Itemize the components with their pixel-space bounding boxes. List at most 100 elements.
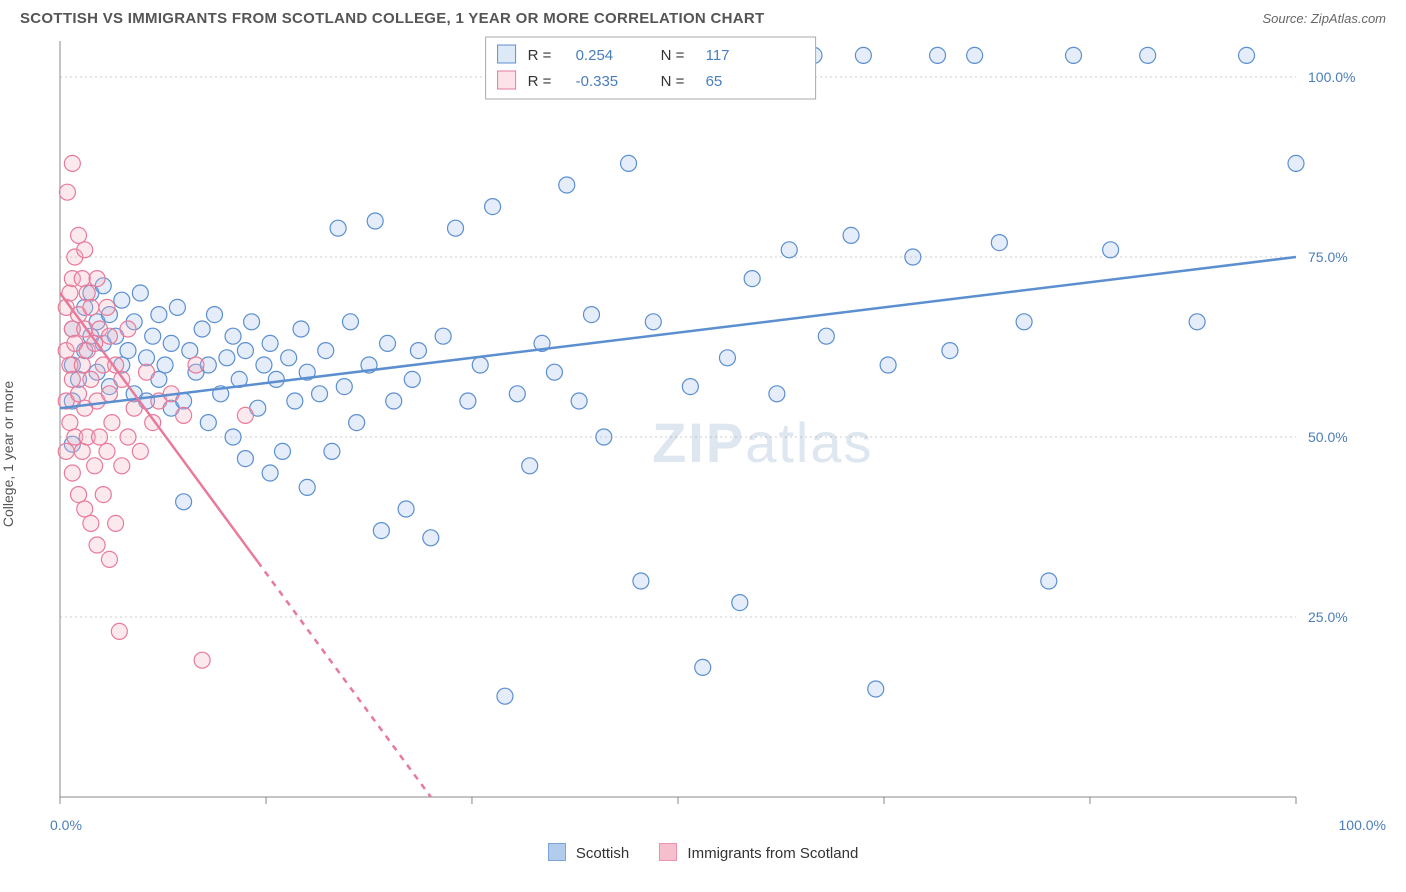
legend-r-value: 0.254: [576, 47, 614, 64]
legend-swatch-immigrants: [659, 843, 677, 861]
y-tick-label: 100.0%: [1308, 69, 1355, 85]
data-point: [71, 227, 87, 243]
data-point: [349, 415, 365, 431]
data-point: [219, 350, 235, 366]
data-point: [967, 47, 983, 63]
data-point: [139, 364, 155, 380]
data-point: [448, 220, 464, 236]
data-point: [930, 47, 946, 63]
x-axis-labels: 0.0% 100.0%: [50, 817, 1386, 839]
data-point: [719, 350, 735, 366]
data-point: [818, 328, 834, 344]
y-tick-label: 50.0%: [1308, 429, 1348, 445]
data-point: [194, 321, 210, 337]
data-point: [64, 155, 80, 171]
legend-label-scottish: Scottish: [576, 845, 629, 862]
data-point: [89, 271, 105, 287]
data-point: [237, 407, 253, 423]
data-point: [1016, 314, 1032, 330]
data-point: [318, 343, 334, 359]
data-point: [281, 350, 297, 366]
data-point: [262, 465, 278, 481]
data-point: [145, 328, 161, 344]
legend-r-label: R =: [528, 47, 552, 64]
data-point: [373, 523, 389, 539]
data-point: [101, 328, 117, 344]
data-point: [404, 371, 420, 387]
data-point: [386, 393, 402, 409]
legend-n-label: N =: [661, 47, 685, 64]
data-point: [71, 487, 87, 503]
data-point: [74, 443, 90, 459]
y-tick-label: 75.0%: [1308, 249, 1348, 265]
chart-title: SCOTTISH VS IMMIGRANTS FROM SCOTLAND COL…: [20, 10, 765, 27]
data-point: [92, 429, 108, 445]
data-point: [74, 357, 90, 373]
data-point: [905, 249, 921, 265]
data-point: [268, 371, 284, 387]
data-point: [163, 335, 179, 351]
data-point: [79, 285, 95, 301]
data-point: [645, 314, 661, 330]
data-point: [682, 379, 698, 395]
data-point: [546, 364, 562, 380]
data-point: [95, 487, 111, 503]
data-point: [207, 307, 223, 323]
data-point: [621, 155, 637, 171]
data-point: [1103, 242, 1119, 258]
data-point: [114, 458, 130, 474]
data-point: [274, 443, 290, 459]
data-point: [62, 415, 78, 431]
legend-r-value: -0.335: [576, 73, 619, 90]
data-point: [336, 379, 352, 395]
data-point: [64, 465, 80, 481]
data-point: [176, 494, 192, 510]
data-point: [87, 458, 103, 474]
trend-line: [60, 257, 1296, 408]
data-point: [781, 242, 797, 258]
data-point: [188, 357, 204, 373]
data-point: [410, 343, 426, 359]
data-point: [194, 652, 210, 668]
data-point: [74, 271, 90, 287]
y-axis-label: College, 1 year or more: [0, 381, 16, 527]
data-point: [942, 343, 958, 359]
data-point: [1239, 47, 1255, 63]
chart-container: 25.0%50.0%75.0%100.0%ZIPatlasR =0.254N =…: [50, 33, 1386, 813]
data-point: [59, 184, 75, 200]
data-point: [472, 357, 488, 373]
data-point: [157, 357, 173, 373]
data-point: [293, 321, 309, 337]
data-point: [200, 415, 216, 431]
data-point: [101, 386, 117, 402]
legend-n-label: N =: [661, 73, 685, 90]
data-point: [101, 551, 117, 567]
data-point: [299, 479, 315, 495]
source-label: Source: ZipAtlas.com: [1262, 11, 1386, 26]
data-point: [571, 393, 587, 409]
data-point: [120, 343, 136, 359]
y-tick-label: 25.0%: [1308, 609, 1348, 625]
data-point: [868, 681, 884, 697]
legend-item-immigrants: Immigrants from Scotland: [659, 843, 858, 862]
data-point: [182, 343, 198, 359]
data-point: [880, 357, 896, 373]
data-point: [104, 415, 120, 431]
data-point: [559, 177, 575, 193]
data-point: [111, 623, 127, 639]
data-point: [435, 328, 451, 344]
data-point: [83, 371, 99, 387]
x-tick-min: 0.0%: [50, 817, 82, 833]
data-point: [855, 47, 871, 63]
data-point: [367, 213, 383, 229]
data-point: [169, 299, 185, 315]
bottom-legend: Scottish Immigrants from Scotland: [0, 843, 1406, 862]
data-point: [324, 443, 340, 459]
data-point: [132, 443, 148, 459]
data-point: [330, 220, 346, 236]
data-point: [633, 573, 649, 589]
data-point: [596, 429, 612, 445]
data-point: [423, 530, 439, 546]
data-point: [522, 458, 538, 474]
data-point: [225, 328, 241, 344]
